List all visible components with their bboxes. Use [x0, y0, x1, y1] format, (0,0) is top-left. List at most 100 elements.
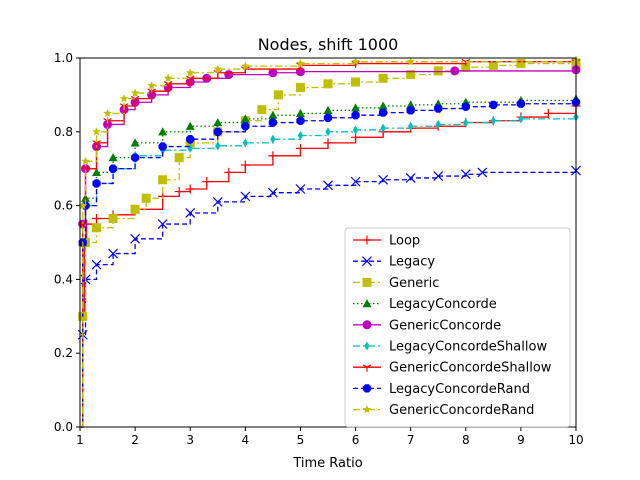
- x-tick-label: 7: [407, 433, 415, 447]
- x-marker: [130, 233, 141, 244]
- square-marker: [406, 70, 416, 80]
- triangle-marker: [130, 138, 140, 147]
- plus-marker: [543, 108, 553, 118]
- diamond-marker: [242, 138, 249, 148]
- diamond-marker: [490, 116, 497, 126]
- x-tick-group: 1 2 3 4 5 6 7 8 9 10: [76, 427, 584, 447]
- square-marker: [273, 90, 283, 100]
- octagon-marker: [186, 135, 195, 144]
- x-marker: [350, 176, 361, 187]
- y-tick-label: 0.8: [54, 125, 73, 139]
- octagon-marker: [489, 100, 498, 110]
- square-marker: [461, 62, 471, 72]
- star-marker: [351, 57, 360, 66]
- x-marker: [405, 173, 416, 183]
- circle-marker: [268, 68, 278, 78]
- plus-marker: [323, 138, 333, 148]
- triangle-marker: [185, 121, 195, 130]
- square-marker: [488, 60, 498, 70]
- y-tick-label: 0.2: [54, 346, 73, 360]
- series-line: [81, 59, 577, 428]
- triangle-marker: [295, 108, 305, 117]
- octagon-marker: [351, 111, 360, 120]
- star-marker: [81, 156, 90, 165]
- circle-marker: [362, 320, 372, 330]
- circle-marker: [450, 66, 460, 76]
- triangle-marker: [406, 100, 416, 109]
- x-marker: [212, 196, 223, 207]
- legend-entry: GenericConcordeRand: [353, 403, 534, 418]
- x-marker: [295, 184, 306, 194]
- star-marker: [362, 405, 372, 414]
- diamond-marker: [463, 118, 469, 128]
- x-tick-label: 5: [297, 433, 305, 447]
- octagon-marker: [158, 142, 167, 151]
- legend-label: GenericConcorde: [389, 318, 501, 333]
- square-marker: [158, 175, 168, 185]
- square-marker: [257, 105, 267, 115]
- triangle-marker: [92, 167, 102, 176]
- triangle-marker: [158, 127, 168, 136]
- octagon-marker: [323, 113, 333, 122]
- star-marker: [185, 68, 195, 77]
- triangle-marker: [240, 114, 250, 123]
- tri-down-marker: [362, 364, 372, 372]
- triangle-marker: [108, 153, 118, 162]
- star-marker: [406, 57, 415, 66]
- octagon-marker: [268, 118, 278, 127]
- y-tick-group: 0.0 0.2 0.4 0.6 0.8 1.0: [54, 51, 80, 434]
- square-marker: [362, 277, 372, 287]
- legend-box: [344, 227, 571, 428]
- legend-entry: LegacyConcorde: [353, 297, 497, 312]
- triangle-marker: [213, 118, 223, 127]
- diamond-marker: [364, 341, 370, 351]
- star-marker: [241, 61, 250, 70]
- plus-marker: [174, 187, 184, 197]
- diamond-marker: [325, 127, 331, 137]
- x-marker: [108, 248, 118, 259]
- star-marker: [163, 73, 173, 82]
- legend-label: Loop: [389, 234, 420, 249]
- octagon-marker: [213, 127, 222, 136]
- x-marker: [323, 180, 333, 191]
- triangle-marker: [362, 299, 372, 308]
- plus-marker: [240, 160, 250, 170]
- triangle-marker: [378, 101, 388, 110]
- x-marker: [477, 167, 488, 178]
- tri-down-marker: [163, 81, 173, 89]
- x-marker: [267, 187, 278, 198]
- legend-entry: GenericConcorde: [353, 318, 501, 333]
- legend-entry: LegacyConcordeShallow: [353, 340, 547, 355]
- x-marker: [185, 208, 196, 218]
- star-marker: [103, 108, 112, 117]
- square-marker: [92, 223, 102, 233]
- x-tick-label: 3: [186, 433, 194, 447]
- x-marker: [362, 256, 372, 267]
- x-marker: [240, 191, 251, 202]
- square-marker: [516, 59, 526, 69]
- legend-label: Legacy: [389, 255, 435, 270]
- x-tick-label: 2: [131, 433, 139, 447]
- diamond-marker: [297, 130, 304, 140]
- octagon-marker: [130, 153, 140, 162]
- octagon-marker: [362, 384, 372, 393]
- x-tick-label: 9: [517, 433, 525, 447]
- square-marker: [141, 193, 151, 203]
- octagon-marker: [434, 104, 443, 113]
- diamond-marker: [215, 141, 221, 151]
- plus-marker: [295, 143, 305, 153]
- triangle-marker: [268, 110, 278, 119]
- plus-marker: [268, 151, 278, 161]
- square-marker: [130, 204, 140, 214]
- octagon-marker: [406, 106, 415, 115]
- y-tick-label: 0.4: [54, 272, 73, 286]
- square-marker: [351, 77, 361, 87]
- x-tick-label: 6: [352, 433, 360, 447]
- octagon-marker: [296, 116, 305, 125]
- diamond-marker: [407, 121, 414, 131]
- square-marker: [108, 214, 118, 224]
- x-marker: [91, 259, 102, 270]
- legend: Loop Legacy Generic LegacyConcorde GenericCo…: [344, 227, 571, 428]
- plus-marker: [92, 214, 102, 224]
- series-line: [81, 61, 576, 428]
